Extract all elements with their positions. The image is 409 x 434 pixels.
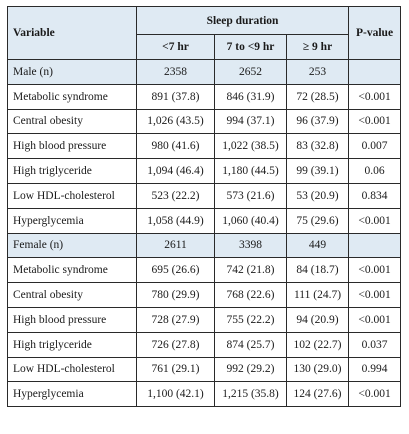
cell-p-value: <0.001 [348, 282, 402, 308]
sleep-duration-header: Sleep duration [135, 6, 350, 35]
cell-p-value: <0.001 [348, 207, 402, 234]
cell-ge9: 83 (32.8) [285, 133, 350, 160]
row-label: Low HDL-cholesterol [7, 182, 137, 209]
cell-p-value: <0.001 [348, 108, 402, 135]
cell-lt7: 728 (27.9) [136, 306, 215, 333]
cell-lt7: 1,100 (42.1) [136, 381, 215, 408]
cell-7to9: 1,060 (40.4) [214, 207, 287, 234]
table-row: High blood pressure 980 (41.6) 1,022 (38.5… [7, 133, 402, 160]
table-row: Low HDL-cholesterol 761 (29.1) 992 (29.2) 1… [7, 356, 402, 383]
cell-7to9: 2652 [214, 59, 287, 85]
row-label: Hyperglycemia [7, 207, 137, 234]
table-row: High triglyceride 1,094 (46.4) 1,180 (44.5… [7, 158, 402, 184]
cell-7to9: 768 (22.6) [214, 282, 287, 308]
cell-p-value: <0.001 [348, 381, 402, 408]
table-row: Metabolic syndrome 695 (26.6) 742 (21.8) 84… [7, 257, 402, 284]
cell-7to9: 1,215 (35.8) [214, 381, 287, 408]
row-label: Female (n) [7, 232, 137, 259]
cell-ge9: 102 (22.7) [285, 331, 350, 358]
cell-p-value [348, 232, 402, 259]
table-row: Metabolic syndrome 891 (37.8) 846 (31.9) 72… [7, 83, 402, 110]
cell-lt7: 2358 [136, 59, 215, 85]
cell-lt7: 726 (27.8) [136, 331, 215, 358]
cell-lt7: 523 (22.2) [136, 182, 215, 209]
table-row: Hyperglycemia 1,058 (44.9) 1,060 (40.4) 75 … [7, 207, 402, 234]
cell-ge9: 253 [285, 59, 350, 85]
row-label: Metabolic syndrome [7, 257, 137, 284]
cell-ge9: 75 (29.6) [285, 207, 350, 234]
col-header-7to9: 7 to <9 hr [214, 34, 287, 60]
cell-lt7: 695 (26.6) [136, 257, 215, 284]
p-value-header: P-value [348, 6, 402, 60]
cell-ge9: 124 (27.6) [285, 381, 350, 408]
header-row-top: Variable Sleep duration P-value [7, 6, 402, 60]
table-row: High triglyceride 726 (27.8) 874 (25.7) 102… [7, 331, 402, 358]
cell-ge9: 130 (29.0) [285, 356, 350, 383]
cell-7to9: 874 (25.7) [214, 331, 287, 358]
table-row: High blood pressure 728 (27.9) 755 (22.2) 9… [7, 306, 402, 333]
table-row: Central obesity 1,026 (43.5) 994 (37.1) 96 … [7, 108, 402, 135]
row-label: High triglyceride [7, 158, 137, 184]
cell-p-value: <0.001 [348, 306, 402, 333]
cell-7to9: 846 (31.9) [214, 83, 287, 110]
cell-7to9: 573 (21.6) [214, 182, 287, 209]
row-label: Low HDL-cholesterol [7, 356, 137, 383]
row-label: High blood pressure [7, 306, 137, 333]
cell-ge9: 111 (24.7) [285, 282, 350, 308]
row-label: High blood pressure [7, 133, 137, 160]
row-label: Central obesity [7, 282, 137, 308]
cell-7to9: 1,180 (44.5) [214, 158, 287, 184]
cell-p-value [348, 59, 402, 85]
cell-ge9: 72 (28.5) [285, 83, 350, 110]
table-row: Hyperglycemia 1,100 (42.1) 1,215 (35.8) 124… [7, 381, 402, 408]
row-label: Metabolic syndrome [7, 83, 137, 110]
row-label: Central obesity [7, 108, 137, 135]
cell-p-value: <0.001 [348, 83, 402, 110]
table-body: Male (n) 2358 2652 253 Metabolic syndrome 891… [7, 59, 402, 408]
col-header-ge9: ≥ 9 hr [285, 34, 350, 60]
cell-p-value: 0.007 [348, 133, 402, 160]
cell-7to9: 742 (21.8) [214, 257, 287, 284]
header-row-sub: <7 hr 7 to <9 hr ≥ 9 hr [8, 34, 401, 60]
row-label: Hyperglycemia [7, 381, 137, 408]
cell-ge9: 84 (18.7) [285, 257, 350, 284]
cell-ge9: 449 [285, 232, 350, 259]
table-row: Female (n) 2611 3398 449 [7, 232, 402, 259]
cell-ge9: 94 (20.9) [285, 306, 350, 333]
table-container: Variable Sleep duration P-value <7 hr 7 … [7, 6, 402, 408]
cell-p-value: 0.06 [348, 158, 402, 184]
cell-p-value: <0.001 [348, 257, 402, 284]
cell-lt7: 780 (29.9) [136, 282, 215, 308]
cell-p-value: 0.834 [348, 182, 402, 209]
cell-7to9: 1,022 (38.5) [214, 133, 287, 160]
cell-lt7: 891 (37.8) [136, 83, 215, 110]
cell-lt7: 1,094 (46.4) [136, 158, 215, 184]
table-row: Low HDL-cholesterol 523 (22.2) 573 (21.6) 5… [7, 182, 402, 209]
cell-p-value: 0.037 [348, 331, 402, 358]
cell-lt7: 761 (29.1) [136, 356, 215, 383]
cell-ge9: 99 (39.1) [285, 158, 350, 184]
variable-header: Variable [7, 6, 137, 60]
cell-7to9: 3398 [214, 232, 287, 259]
col-header-lt7: <7 hr [136, 34, 215, 60]
cell-lt7: 1,058 (44.9) [136, 207, 215, 234]
cell-ge9: 96 (37.9) [285, 108, 350, 135]
row-label: Male (n) [7, 59, 137, 85]
cell-7to9: 755 (22.2) [214, 306, 287, 333]
row-label: High triglyceride [7, 331, 137, 358]
sleep-duration-table: Variable Sleep duration P-value <7 hr 7 … [7, 6, 402, 408]
table-row: Central obesity 780 (29.9) 768 (22.6) 111 (… [7, 282, 402, 308]
cell-lt7: 980 (41.6) [136, 133, 215, 160]
cell-ge9: 53 (20.9) [285, 182, 350, 209]
table-row: Male (n) 2358 2652 253 [7, 59, 402, 85]
cell-lt7: 1,026 (43.5) [136, 108, 215, 135]
cell-lt7: 2611 [136, 232, 215, 259]
cell-7to9: 994 (37.1) [214, 108, 287, 135]
cell-7to9: 992 (29.2) [214, 356, 287, 383]
cell-p-value: 0.994 [348, 356, 402, 383]
